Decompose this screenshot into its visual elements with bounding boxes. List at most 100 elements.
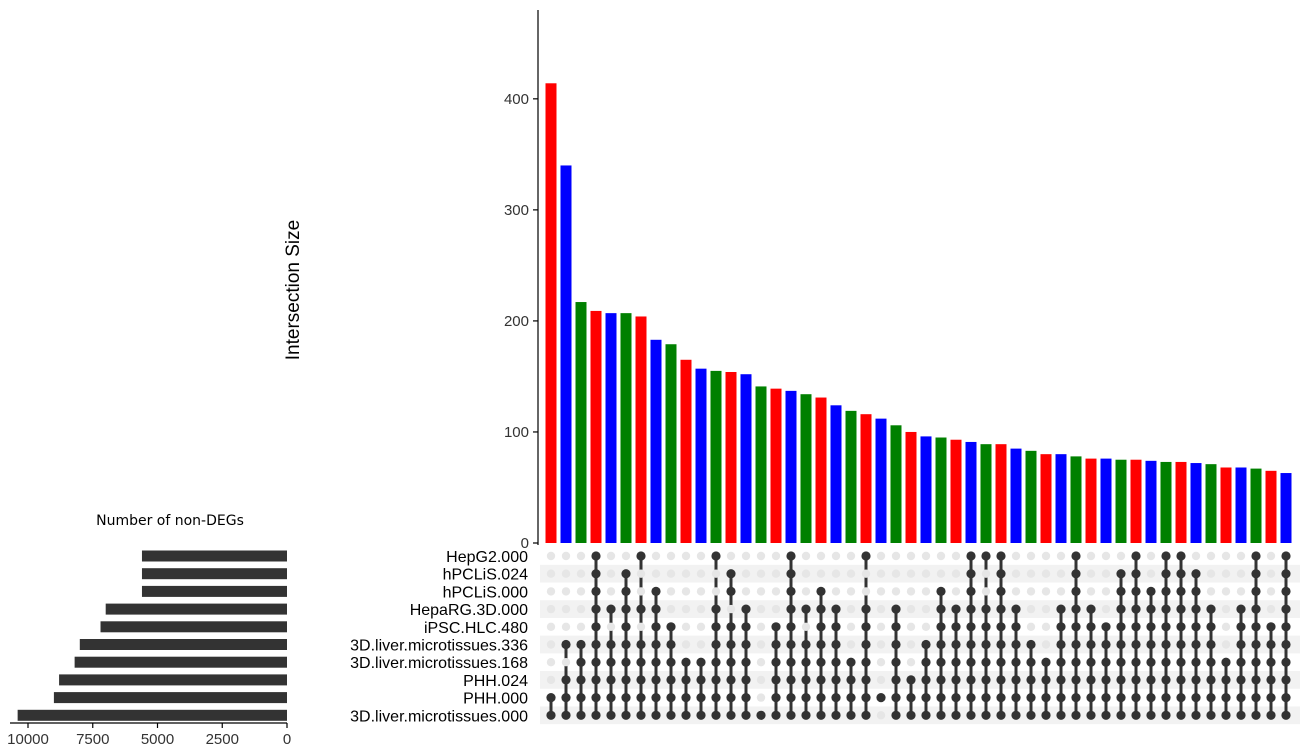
set-size-tick-label: 2500 (206, 731, 239, 748)
matrix-dot-filled (1011, 693, 1021, 703)
matrix-dot-filled (1146, 622, 1156, 632)
matrix-dot-filled (741, 675, 751, 685)
matrix-dot-filled (951, 657, 961, 667)
matrix-dot-filled (861, 710, 871, 720)
matrix-dot-filled (591, 604, 601, 614)
matrix-dot-empty (741, 551, 751, 561)
matrix-dot-empty (846, 640, 856, 649)
matrix-dot-filled (816, 710, 826, 720)
matrix-dot-filled (1281, 693, 1291, 703)
matrix-dot-filled (1071, 710, 1081, 720)
set-size-bar (141, 568, 287, 580)
matrix-dot-filled (1191, 675, 1201, 685)
matrix-dot-empty (561, 622, 571, 631)
matrix-dot-filled (1161, 710, 1171, 720)
matrix-dot-filled (966, 586, 976, 597)
matrix-dot-filled (981, 657, 991, 667)
matrix-dot-filled (651, 675, 661, 685)
matrix-dot-empty (906, 587, 916, 596)
matrix-dot-filled (726, 622, 736, 632)
intersection-bar (1040, 454, 1052, 543)
intersection-bar (710, 370, 722, 543)
matrix-dot-filled (861, 551, 871, 561)
matrix-dot-empty (831, 551, 841, 561)
intersection-bar (965, 441, 977, 543)
matrix-dot-filled (921, 675, 931, 685)
y-tick-label: 400 (504, 91, 529, 108)
matrix-dot-empty (891, 587, 901, 596)
matrix-dot-filled (1101, 675, 1111, 685)
matrix-dot-filled (1221, 693, 1231, 703)
matrix-dot-filled (711, 675, 721, 685)
matrix-dot-filled (1206, 622, 1216, 632)
matrix-dot-empty (846, 587, 856, 596)
set-label: hPCLiS.000 (443, 584, 528, 601)
matrix-dot-filled (1146, 657, 1156, 667)
matrix-dot-filled (591, 710, 601, 720)
matrix-dot-filled (1131, 710, 1141, 720)
matrix-dot-empty (846, 569, 856, 578)
matrix-dot-filled (1056, 657, 1066, 667)
intersection-bar (800, 394, 812, 543)
matrix-dot-filled (1236, 693, 1246, 703)
intersection-bar (560, 165, 572, 544)
intersection-bar (950, 439, 962, 543)
matrix-dot-filled (1206, 639, 1216, 650)
matrix-dot-filled (771, 657, 781, 667)
matrix-dot-filled (1131, 639, 1141, 650)
matrix-dot-filled (1101, 639, 1111, 650)
matrix-dot-empty (1026, 587, 1036, 596)
matrix-dot-filled (936, 604, 946, 614)
matrix-dot-filled (591, 551, 601, 561)
set-size-bar (105, 603, 287, 615)
set-size-chart: 10000 7500 5000 2500 0 (7, 550, 291, 748)
matrix-dot-empty (561, 604, 571, 614)
matrix-dot-filled (921, 639, 931, 650)
matrix-dot-filled (786, 604, 796, 614)
matrix-dot-filled (936, 657, 946, 667)
intersection-bar (605, 313, 617, 543)
matrix-dot-filled (1191, 710, 1201, 720)
matrix-dot-empty (876, 587, 886, 596)
matrix-dot-empty (921, 622, 931, 631)
intersection-bar (995, 444, 1007, 543)
matrix-dot-filled (1056, 639, 1066, 650)
matrix-dot-empty (876, 569, 886, 578)
matrix-dot-filled (1086, 657, 1096, 667)
matrix-dot-empty (981, 587, 991, 596)
matrix-dot-filled (1161, 586, 1171, 597)
matrix-dot-filled (846, 675, 856, 685)
matrix-dot-empty (1206, 587, 1216, 596)
matrix-dot-filled (1266, 675, 1276, 685)
matrix-dot-filled (681, 710, 691, 720)
matrix-dot-empty (1206, 569, 1216, 578)
matrix-dot-filled (786, 675, 796, 685)
intersection-bar (1265, 470, 1277, 543)
matrix-dot-empty (726, 551, 736, 561)
set-label: iPSC.HLC.480 (424, 620, 528, 637)
matrix-dot-empty (846, 604, 856, 614)
matrix-dot-filled (1236, 657, 1246, 667)
matrix-dot-empty (756, 587, 766, 596)
matrix-dot-empty (1221, 551, 1231, 561)
matrix-dot-empty (696, 604, 706, 614)
matrix-dot-filled (1176, 569, 1186, 579)
matrix-dot-filled (666, 693, 676, 703)
matrix-dot-filled (1026, 693, 1036, 703)
matrix-dot-filled (1191, 693, 1201, 703)
matrix-dot-filled (771, 693, 781, 703)
matrix-dot-empty (1041, 640, 1051, 649)
matrix-dot-filled (726, 675, 736, 685)
matrix-dot-empty (681, 640, 691, 649)
intersection-bar (1010, 448, 1022, 543)
matrix-dot-filled (966, 639, 976, 650)
set-label: PHH.024 (463, 673, 528, 690)
matrix-dot-filled (981, 604, 991, 614)
matrix-dot-filled (606, 657, 616, 667)
y-tick-label: 0 (521, 535, 529, 552)
matrix-dot-filled (666, 622, 676, 632)
matrix-dot-empty (771, 569, 781, 578)
matrix-dot-filled (1176, 604, 1186, 614)
matrix-dot-filled (831, 622, 841, 632)
